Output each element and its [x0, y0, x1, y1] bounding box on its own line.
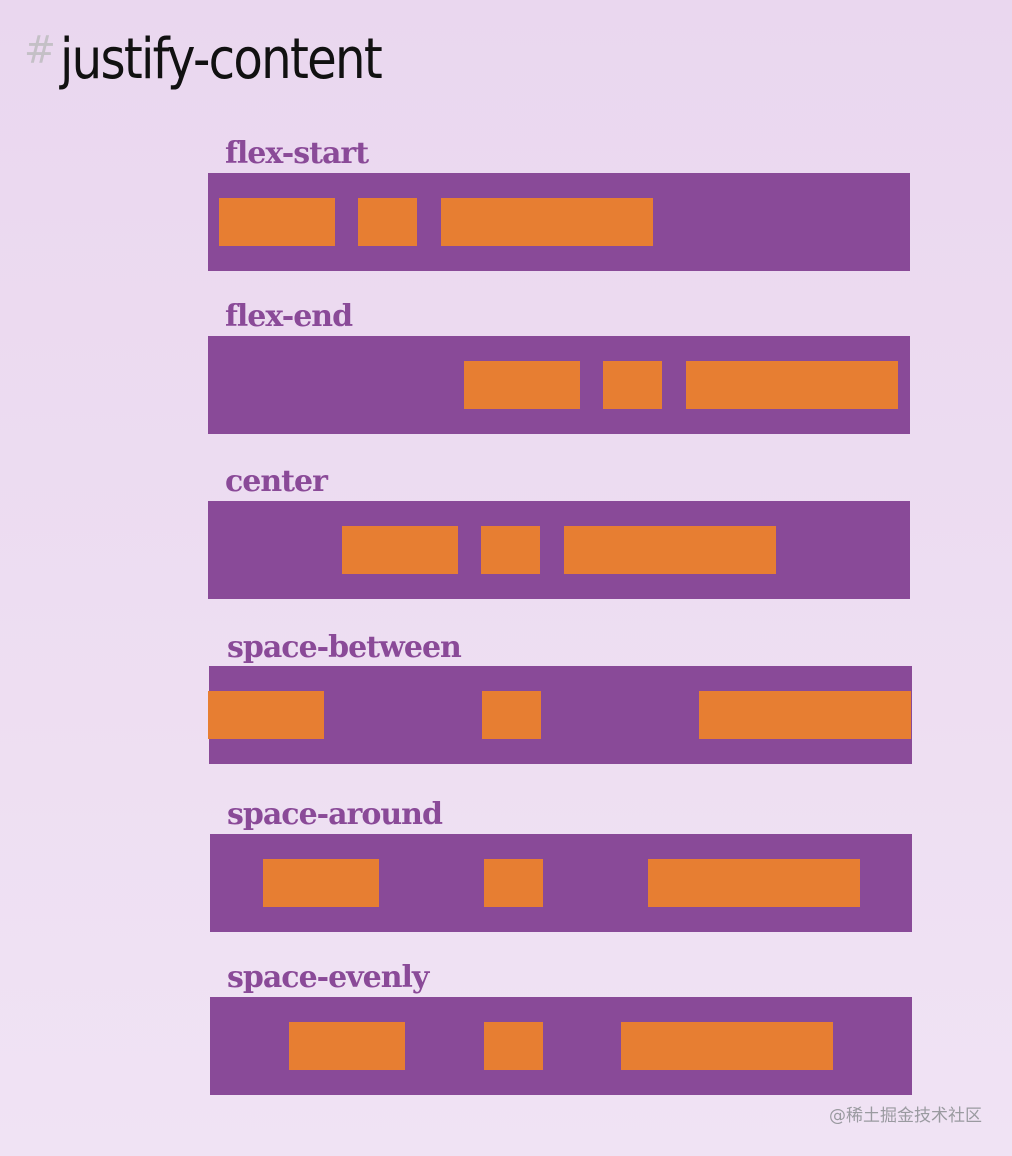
flex-item-1: [288, 1022, 405, 1070]
flex-container: [210, 834, 912, 932]
flex-item-3: [686, 361, 898, 409]
flex-item-3: [699, 691, 911, 739]
flex-container: [208, 173, 910, 271]
demo-label: flex-end: [225, 299, 353, 334]
flex-item-3: [563, 526, 776, 574]
page-title: #justify-content: [24, 20, 433, 100]
flex-item-2: [480, 526, 540, 574]
flex-item-2: [358, 198, 417, 246]
flex-item-2: [483, 859, 543, 907]
flex-item-2: [482, 691, 541, 739]
flex-container: [208, 501, 910, 599]
demo-label: space-evenly: [227, 960, 429, 995]
flex-item-1: [219, 198, 335, 246]
heading-text: justify-content: [59, 27, 383, 92]
flex-item-1: [341, 526, 458, 574]
flex-container: [208, 666, 912, 764]
watermark: @稀土掘金技术社区: [829, 1106, 982, 1126]
flex-container: [208, 336, 910, 434]
flex-container: [210, 997, 912, 1095]
flex-item-1: [262, 859, 379, 907]
flex-item-3: [441, 198, 653, 246]
flex-item-2: [603, 361, 662, 409]
demo-label: space-around: [227, 797, 443, 832]
flex-item-3: [621, 1022, 834, 1070]
demo-label: flex-start: [225, 136, 369, 171]
demo-label: space-between: [227, 630, 462, 665]
flex-item-2: [483, 1022, 543, 1070]
flex-item-3: [647, 859, 860, 907]
flex-item-1: [464, 361, 580, 409]
demo-label: center: [225, 464, 328, 499]
flex-item-1: [208, 691, 324, 739]
heading-anchor-hash[interactable]: #: [24, 28, 56, 72]
